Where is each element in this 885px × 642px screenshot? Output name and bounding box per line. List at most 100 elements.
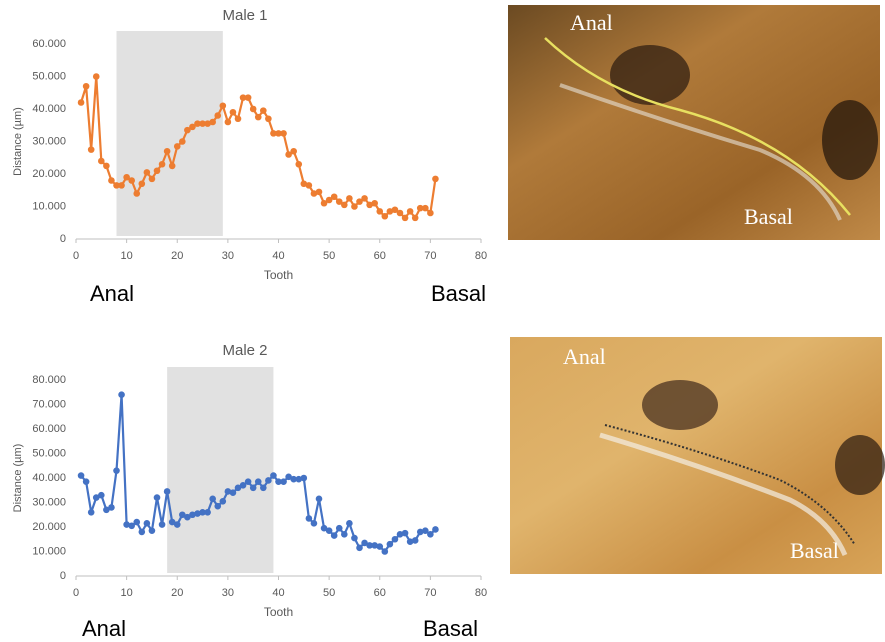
x-tick-label: 30	[222, 250, 234, 262]
y-axis-title: Distance (µm)	[12, 444, 24, 513]
data-point	[320, 199, 328, 207]
data-point	[305, 515, 313, 522]
y-tick-label: 20.000	[32, 168, 66, 180]
data-point	[189, 511, 196, 519]
data-point	[356, 198, 363, 205]
y-tick-label: 20.000	[32, 521, 66, 533]
data-point	[295, 475, 303, 483]
annotation: Anal	[82, 616, 126, 641]
annotation: Basal	[423, 616, 478, 641]
x-tick-label: 20	[171, 587, 183, 599]
y-tick-label: 50.000	[32, 70, 66, 82]
data-point	[270, 472, 277, 479]
data-point	[335, 524, 343, 532]
y-tick-label: 70.000	[32, 398, 66, 410]
data-point	[401, 529, 409, 537]
data-point	[214, 502, 222, 510]
data-point	[265, 477, 272, 484]
data-point	[219, 497, 227, 505]
data-point	[82, 478, 90, 485]
data-point	[224, 118, 232, 126]
data-point	[254, 113, 262, 121]
y-tick-label: 0	[60, 233, 66, 245]
data-point	[249, 484, 257, 492]
data-point	[346, 520, 353, 527]
photo: Anal Basal	[508, 5, 880, 240]
data-point	[204, 120, 211, 127]
data-point	[376, 543, 384, 550]
data-point	[229, 108, 237, 116]
data-point	[381, 548, 389, 555]
data-point	[411, 537, 419, 544]
y-axis-title: Distance (µm)	[12, 107, 24, 176]
data-point	[371, 542, 378, 549]
data-point	[138, 528, 146, 536]
data-point	[432, 175, 439, 183]
data-point	[422, 527, 429, 534]
data-point	[396, 209, 404, 217]
data-point	[361, 539, 368, 547]
data-point	[401, 214, 409, 222]
data-point	[209, 118, 216, 126]
data-point	[143, 169, 151, 176]
data-point	[113, 467, 120, 474]
photo: Anal Basal	[510, 337, 885, 574]
photo-background	[510, 337, 882, 574]
x-tick-label: 80	[475, 250, 487, 262]
data-point	[224, 488, 232, 495]
data-point	[330, 193, 338, 201]
data-point	[103, 162, 110, 170]
data-point	[153, 167, 161, 175]
data-point	[325, 196, 333, 204]
data-point	[173, 143, 181, 150]
data-point	[108, 504, 115, 511]
dark-spot	[642, 380, 718, 430]
data-point	[300, 474, 308, 482]
data-point	[315, 188, 323, 196]
x-tick-label: 10	[121, 250, 133, 262]
data-point	[330, 532, 338, 539]
data-point	[366, 542, 373, 549]
data-point	[133, 190, 141, 197]
data-point	[411, 214, 419, 222]
data-point	[209, 495, 216, 503]
chart: Male 1 0 10.000 20.000 30.000 40.000 50.000 60.…	[12, 7, 487, 306]
chart: Male 2 0 10.000 20.000 30.000 40.000 50.000 60.…	[12, 342, 487, 641]
data-point	[179, 138, 186, 145]
data-point	[275, 130, 282, 137]
data-point	[295, 160, 303, 168]
data-point	[143, 520, 151, 527]
y-tick-label: 60.000	[32, 38, 66, 50]
photo-label: Basal	[790, 538, 839, 563]
wing-vein	[559, 83, 842, 221]
y-tick-label: 10.000	[32, 200, 66, 212]
x-tick-label: 60	[374, 587, 386, 599]
data-point	[98, 491, 105, 499]
data-point	[118, 391, 125, 399]
data-point	[290, 147, 297, 155]
data-point	[184, 513, 191, 521]
x-tick-label: 60	[374, 250, 386, 262]
data-point	[356, 544, 363, 552]
data-point	[290, 475, 297, 483]
dark-spot	[822, 100, 878, 180]
data-point	[158, 521, 166, 528]
data-point	[113, 182, 120, 189]
data-point	[214, 112, 222, 119]
data-point	[341, 201, 348, 209]
annotation: Anal	[90, 281, 134, 306]
x-tick-label: 50	[323, 587, 335, 599]
data-point	[371, 199, 378, 207]
data-point	[128, 522, 135, 530]
data-point	[265, 115, 272, 123]
x-tick-label: 70	[424, 587, 436, 599]
data-point	[244, 478, 252, 485]
data-point	[158, 160, 166, 168]
data-point	[92, 494, 100, 501]
data-point	[381, 212, 389, 220]
data-point	[285, 473, 292, 481]
data-point	[305, 182, 313, 189]
x-tick-label: 70	[424, 250, 436, 262]
data-point	[92, 73, 100, 80]
data-point	[82, 82, 90, 90]
